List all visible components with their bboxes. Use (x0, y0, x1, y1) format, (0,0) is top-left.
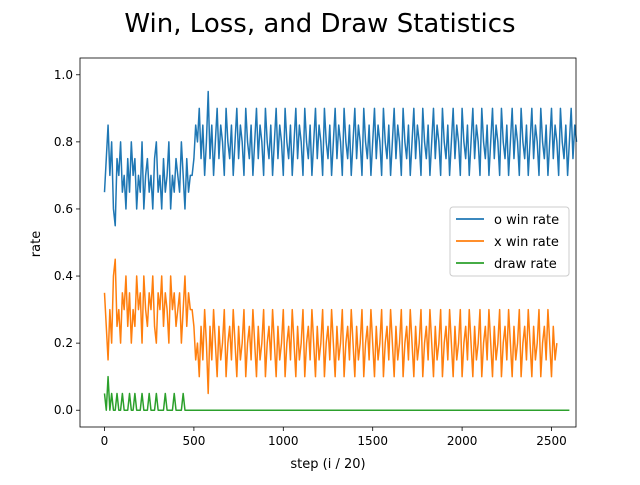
y-tick-label: 0.2 (54, 336, 73, 350)
x-tick-label: 0 (101, 434, 109, 448)
chart-title: Win, Loss, and Draw Statistics (124, 9, 515, 39)
legend: o win rate x win rate draw rate (449, 206, 570, 277)
legend-box (449, 206, 570, 277)
y-tick-label: 1.0 (54, 68, 73, 82)
y-tick-label: 0.6 (54, 202, 73, 216)
legend-label: o win rate (494, 213, 559, 228)
x-axis-label: step (i / 20) (290, 457, 365, 472)
x-tick-label: 500 (182, 434, 205, 448)
y-tick-label: 0.4 (54, 269, 73, 283)
plot-frame (79, 57, 577, 428)
x-axis: 0 500 1000 1500 2000 2500 (101, 427, 567, 448)
series-lines (103, 90, 578, 411)
x-tick-label: 1000 (268, 434, 299, 448)
series-line-x-win-rate (103, 258, 558, 395)
x-tick-label: 2000 (447, 434, 478, 448)
legend-label: draw rate (494, 257, 557, 272)
y-axis: 0.0 0.2 0.4 0.6 0.8 1.0 (54, 68, 80, 417)
series-line-draw-rate (103, 375, 570, 411)
y-axis-label: rate (29, 231, 44, 257)
x-tick-label: 1500 (357, 434, 388, 448)
legend-label: x win rate (494, 235, 559, 250)
series-line-o-win-rate (103, 90, 578, 227)
x-tick-label: 2500 (536, 434, 567, 448)
y-tick-label: 0.0 (54, 403, 73, 417)
y-tick-label: 0.8 (54, 135, 73, 149)
